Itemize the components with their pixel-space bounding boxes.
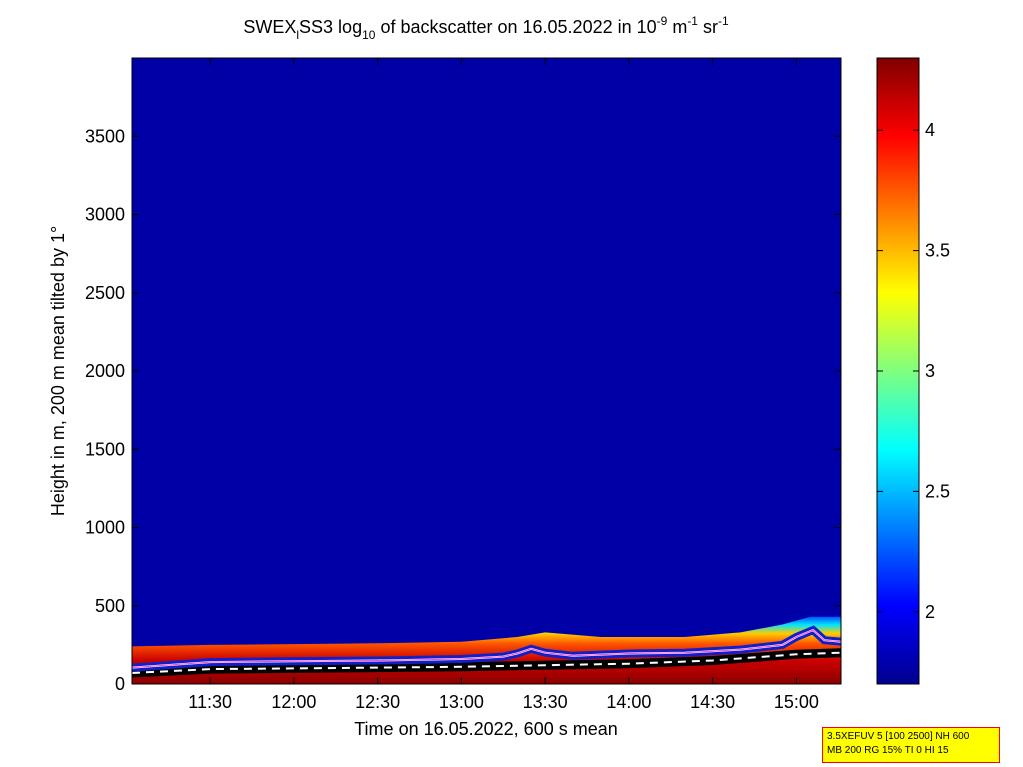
colorbar-tick-label: 3 xyxy=(925,361,935,381)
y-tick-label: 3500 xyxy=(85,126,125,146)
colorbar-tick-label: 2.5 xyxy=(925,481,950,501)
surface-layer-dashed-line xyxy=(132,651,841,674)
y-tick-label: 0 xyxy=(115,674,125,694)
colorbar-axis: 2 2.5 3 3.5 4 xyxy=(877,120,950,622)
y-axis-label: Height in m, 200 m mean tilted by 1° xyxy=(48,226,68,516)
y-axis: 0 500 1000 1500 2000 2500 3000 3500 xyxy=(85,126,841,694)
colorbar-tick-label: 2 xyxy=(925,602,935,622)
title-superscript-sr: -1 xyxy=(718,14,729,28)
chart-title: SWEXlSS3 log10 of backscatter on 16.05.2… xyxy=(243,14,729,42)
title-subscript-l: l xyxy=(296,28,299,42)
title-part-unit-sr: sr xyxy=(698,17,718,37)
aerosol-layer-magenta-line xyxy=(132,629,841,669)
info-line-1: 3.5XEFUV 5 [100 2500] NH 600 xyxy=(827,731,970,742)
x-axis: 11:30 12:00 12:30 13:00 13:30 14:00 14:30 15:00 xyxy=(188,58,819,712)
x-tick-label: 14:30 xyxy=(690,692,735,712)
title-subscript-10: 10 xyxy=(362,28,376,42)
colorbar xyxy=(876,57,920,685)
x-tick-label: 15:00 xyxy=(774,692,819,712)
x-tick-label: 12:00 xyxy=(271,692,316,712)
y-tick-label: 2500 xyxy=(85,283,125,303)
info-line-2: MB 200 RG 15% TI 0 HI 15 xyxy=(827,745,949,756)
x-tick-label: 12:30 xyxy=(355,692,400,712)
x-tick-label: 13:00 xyxy=(439,692,484,712)
title-superscript-m: -1 xyxy=(687,14,698,28)
y-tick-label: 500 xyxy=(95,596,125,616)
title-part-main: of backscatter on 16.05.2022 in 10 xyxy=(375,17,656,37)
x-tick-label: 11:30 xyxy=(188,692,232,712)
aerosol-layer xyxy=(132,616,841,684)
title-part-instrument: SWEX xyxy=(243,17,296,37)
settings-info-box: 3.5XEFUV 5 [100 2500] NH 600 MB 200 RG 1… xyxy=(822,727,1000,763)
heatmap-plot-area xyxy=(132,58,841,684)
heatmap-background xyxy=(132,58,841,684)
y-tick-label: 3000 xyxy=(85,205,125,225)
y-tick-label: 1500 xyxy=(85,439,125,459)
y-tick-label: 1000 xyxy=(85,518,125,538)
x-axis-label: Time on 16.05.2022, 600 s mean xyxy=(354,719,618,739)
x-tick-label: 13:30 xyxy=(523,692,568,712)
title-superscript-exp: -9 xyxy=(657,14,668,28)
colorbar-tick-label: 4 xyxy=(925,120,935,140)
x-tick-label: 14:00 xyxy=(606,692,651,712)
title-part-log: SS3 log xyxy=(299,17,362,37)
title-part-unit-m: m xyxy=(667,17,687,37)
y-tick-label: 2000 xyxy=(85,361,125,381)
colorbar-tick-label: 3.5 xyxy=(925,241,950,261)
